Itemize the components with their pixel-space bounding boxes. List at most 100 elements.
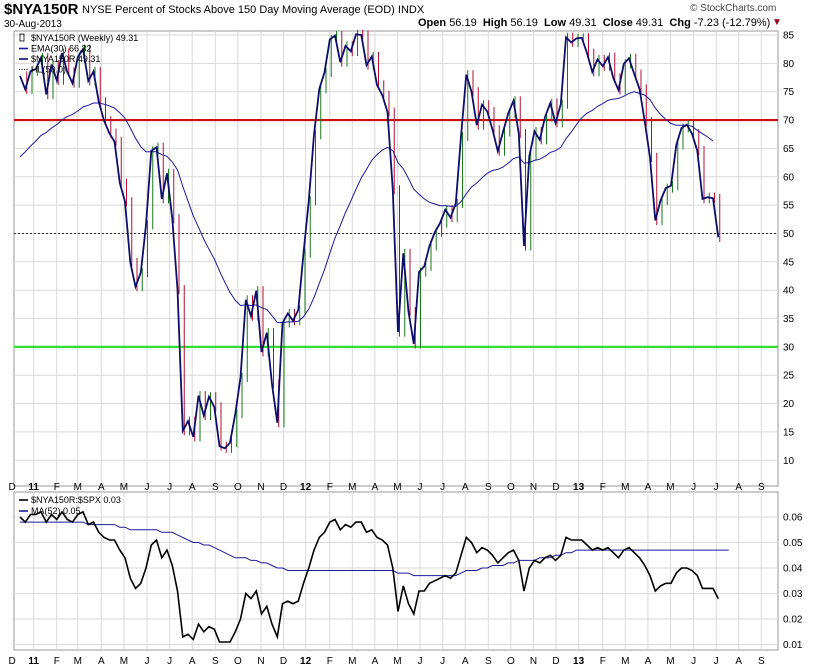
main-y-tick-label: 30	[783, 342, 795, 353]
ratio-month-label: M	[74, 656, 82, 667]
chart-description: NYSE Percent of Stocks Above 150 Day Mov…	[82, 4, 424, 16]
brand-watermark: © StockCharts.com	[690, 3, 777, 14]
description-text: NYSE Percent of Stocks Above 150 Day Mov…	[82, 4, 395, 16]
main-month-label: F	[54, 482, 60, 493]
main-reference-lines	[14, 118, 778, 348]
main-month-label: 12	[300, 482, 312, 493]
ratio-y-tick-label: 0.06	[783, 513, 803, 524]
chart-symbol: $NYA150R	[4, 1, 79, 18]
ratio-y-axis: 0.01 0.02 0.03 0.04 0.05 0.06	[783, 513, 803, 652]
main-month-label: M	[74, 482, 82, 493]
main-month-label: A	[372, 482, 379, 493]
close-label: Close	[602, 17, 633, 29]
main-y-axis: 10 15 20 25 30 35 40 45 50 55 60 65 70 75 80 85	[783, 31, 795, 467]
ratio-month-label: A	[189, 656, 196, 667]
main-month-label: A	[735, 482, 742, 493]
ratio-series	[19, 510, 729, 643]
ratio-month-label: 12	[300, 656, 312, 667]
legend-label-hl: HL(50.0)	[31, 65, 66, 75]
main-y-tick-label: 50	[783, 229, 795, 240]
legend-swatch-bars	[19, 33, 25, 42]
ratio-month-label: A	[98, 656, 105, 667]
ratio-month-label: D	[552, 656, 559, 667]
main-month-label: J	[691, 482, 696, 493]
open-value: 56.19	[449, 17, 477, 29]
main-y-tick-label: 45	[783, 257, 795, 268]
legend-label-sym2: $NYA150R 49.31	[31, 54, 100, 64]
main-y-tick-label: 20	[783, 399, 795, 410]
main-month-label: A	[189, 482, 196, 493]
main-month-label: N	[257, 482, 264, 493]
high-label: High	[482, 17, 508, 29]
main-month-label: A	[462, 482, 469, 493]
main-month-label: M	[120, 482, 128, 493]
close-value: 49.31	[635, 17, 664, 29]
chg-value: -7.23 (-12.79%)	[693, 17, 771, 29]
main-month-label: D	[280, 482, 287, 493]
main-month-label: J	[145, 482, 150, 493]
ratio-y-tick-label: 0.01	[783, 640, 803, 651]
main-month-label: M	[393, 482, 401, 493]
ratio-month-label: S	[758, 656, 765, 667]
ratio-month-label: M	[621, 656, 629, 667]
ohlc-readout: Open 56.19 High 56.19 Low 49.31 Close 49…	[418, 17, 770, 29]
ratio-month-label: J	[145, 656, 150, 667]
main-y-tick-label: 40	[783, 286, 795, 297]
ratio-y-tick-label: 0.03	[783, 589, 803, 600]
legend-label-ma: MA(52) 0.05	[31, 506, 81, 516]
main-y-tick-label: 15	[783, 427, 795, 438]
main-month-label: O	[507, 482, 515, 493]
ratio-panel-frame	[13, 491, 779, 651]
exchange-text: INDX	[397, 4, 425, 16]
main-y-tick-label: 10	[783, 456, 795, 467]
ratio-month-label: J	[691, 656, 696, 667]
ratio-month-label: J	[167, 656, 172, 667]
main-month-label: J	[714, 482, 719, 493]
main-y-tick-label: 80	[783, 59, 795, 70]
main-month-label: D	[552, 482, 559, 493]
ratio-month-label: A	[372, 656, 379, 667]
ratio-month-label: N	[257, 656, 264, 667]
main-y-tick-label: 75	[783, 87, 795, 98]
ratio-month-label: A	[645, 656, 652, 667]
ratio-y-tick-label: 0.04	[783, 564, 803, 575]
ratio-month-label: S	[212, 656, 219, 667]
main-month-label: S	[485, 482, 492, 493]
ema30-line	[19, 91, 714, 323]
main-month-label: M	[666, 482, 674, 493]
main-month-axis: D 11 F M A M J J A S O N D 12 F M A M J J A S O N D 13 F M A M J J A S	[9, 482, 765, 493]
low-value: 49.31	[569, 17, 597, 29]
main-month-label: D	[9, 482, 16, 493]
high-value: 56.19	[510, 17, 538, 29]
main-month-label: O	[234, 482, 242, 493]
ratio-month-label: D	[9, 656, 16, 667]
chart-date: 30-Aug-2013	[4, 19, 62, 30]
main-month-label: A	[645, 482, 652, 493]
ratio-month-label: O	[507, 656, 515, 667]
ratio-month-label: S	[485, 656, 492, 667]
ratio-month-label: F	[600, 656, 606, 667]
ratio-month-label: J	[440, 656, 445, 667]
main-y-tick-label: 65	[783, 144, 795, 155]
ratio-y-tick-label: 0.02	[783, 615, 803, 626]
ratio-month-label: M	[120, 656, 128, 667]
main-month-label: M	[348, 482, 356, 493]
ratio-y-tick-label: 0.05	[783, 538, 803, 549]
ratio-month-label: J	[714, 656, 719, 667]
ratio-month-axis: D 11 F M A M J J A S O N D 12 F M A M J J A S O N D 13 F M A M J J A S	[9, 656, 765, 667]
ratio-month-label: M	[393, 656, 401, 667]
main-month-label: J	[418, 482, 423, 493]
ratio-month-label: M	[666, 656, 674, 667]
ratio-month-label: F	[327, 656, 333, 667]
ratio-month-label: J	[418, 656, 423, 667]
main-y-tick-label: 85	[783, 31, 795, 42]
ratio-month-label: 11	[28, 656, 39, 667]
ratio-month-label: O	[234, 656, 242, 667]
main-month-label: J	[440, 482, 445, 493]
ratio-month-label: D	[280, 656, 287, 667]
ratio-line	[19, 510, 720, 643]
low-label: Low	[544, 17, 567, 29]
